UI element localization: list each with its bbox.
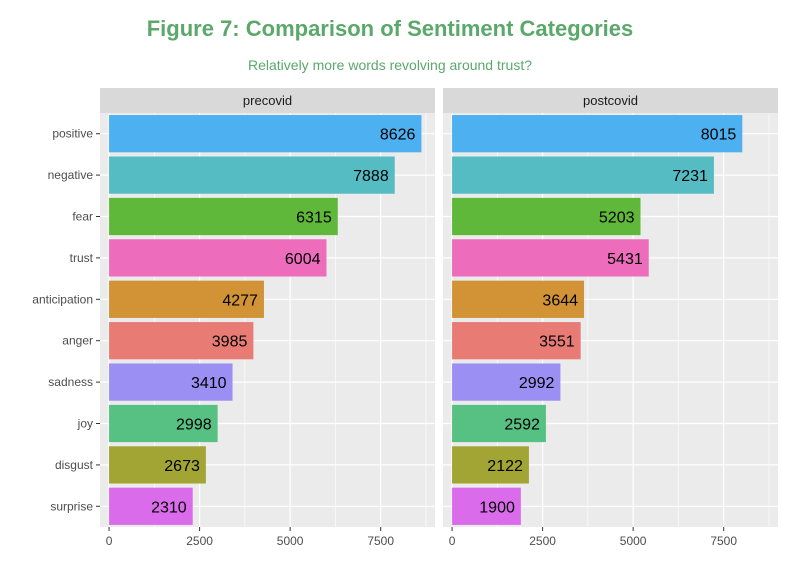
bar-value-label: 2310 — [151, 499, 187, 516]
panel-postcovid: postcovid 8015 7231 5203 5431 3644 3551 2992 259… — [443, 88, 778, 548]
bar-value-label: 8626 — [380, 127, 416, 144]
bar-value-label: 3644 — [542, 292, 578, 309]
category-label: anticipation — [32, 292, 93, 306]
bar-postcovid-negative — [452, 156, 714, 194]
bar-precovid-disgust — [109, 446, 206, 484]
bar-value-label: 6315 — [296, 210, 332, 227]
category-label: trust — [70, 251, 94, 265]
bar-value-label: 3985 — [212, 334, 248, 351]
category-label: positive — [52, 127, 93, 141]
x-tick-label: 7500 — [367, 534, 394, 548]
bar-value-label: 7231 — [672, 168, 708, 185]
bar-value-label: 2992 — [519, 375, 555, 392]
facet-panels: precovid 8626 7888 6315 6004 4277 3985 3410 2998… — [32, 88, 778, 548]
bar-precovid-negative — [109, 156, 395, 194]
bar-precovid-sadness — [109, 363, 233, 401]
bar-precovid-anticipation — [109, 280, 264, 318]
bar-value-label: 6004 — [285, 251, 321, 268]
x-tick-label: 2500 — [529, 534, 556, 548]
category-label: anger — [62, 334, 93, 348]
bar-value-label: 2592 — [504, 417, 540, 434]
bar-postcovid-anger — [452, 322, 581, 360]
category-label: fear — [72, 210, 93, 224]
bar-precovid-anger — [109, 322, 254, 360]
bar-precovid-surprise — [109, 487, 193, 525]
x-tick-label: 0 — [449, 534, 456, 548]
facet-strip-label: postcovid — [583, 93, 638, 108]
chart-subtitle: Relatively more words revolving around t… — [248, 57, 532, 73]
panel-precovid: precovid 8626 7888 6315 6004 4277 3985 3410 2998… — [32, 88, 435, 548]
x-tick-label: 5000 — [277, 534, 304, 548]
bar-value-label: 7888 — [353, 168, 389, 185]
bar-value-label: 3410 — [191, 375, 227, 392]
bar-postcovid-sadness — [452, 363, 561, 401]
category-label: sadness — [48, 375, 93, 389]
bar-precovid-positive — [109, 115, 422, 153]
chart-title: Figure 7: Comparison of Sentiment Catego… — [147, 16, 634, 41]
bar-value-label: 8015 — [701, 127, 737, 144]
bar-postcovid-disgust — [452, 446, 529, 484]
x-tick-label: 0 — [106, 534, 113, 548]
bar-postcovid-anticipation — [452, 280, 585, 318]
facet-strip-label: precovid — [243, 93, 292, 108]
bar-postcovid-joy — [452, 404, 546, 443]
bar-postcovid-trust — [452, 239, 649, 277]
facet-strip — [443, 88, 778, 113]
bar-value-label: 3551 — [539, 334, 575, 351]
category-label: negative — [48, 168, 94, 182]
bar-postcovid-positive — [452, 115, 743, 153]
bar-precovid-joy — [109, 404, 218, 443]
facet-strip — [100, 88, 435, 113]
bar-value-label: 4277 — [222, 292, 258, 309]
x-tick-label: 7500 — [710, 534, 737, 548]
bar-value-label: 2122 — [487, 458, 523, 475]
bar-value-label: 1900 — [479, 499, 515, 516]
bar-value-label: 5431 — [607, 251, 643, 268]
bar-postcovid-surprise — [452, 487, 521, 525]
category-label: surprise — [50, 499, 93, 513]
x-tick-label: 5000 — [620, 534, 647, 548]
bar-postcovid-fear — [452, 197, 641, 236]
bar-precovid-trust — [109, 239, 327, 277]
bar-precovid-fear — [109, 197, 338, 236]
x-tick-label: 2500 — [186, 534, 213, 548]
category-label: disgust — [55, 458, 94, 472]
bar-value-label: 5203 — [599, 210, 635, 227]
bar-value-label: 2673 — [164, 458, 200, 475]
category-label: joy — [77, 417, 93, 431]
bar-value-label: 2998 — [176, 417, 212, 434]
